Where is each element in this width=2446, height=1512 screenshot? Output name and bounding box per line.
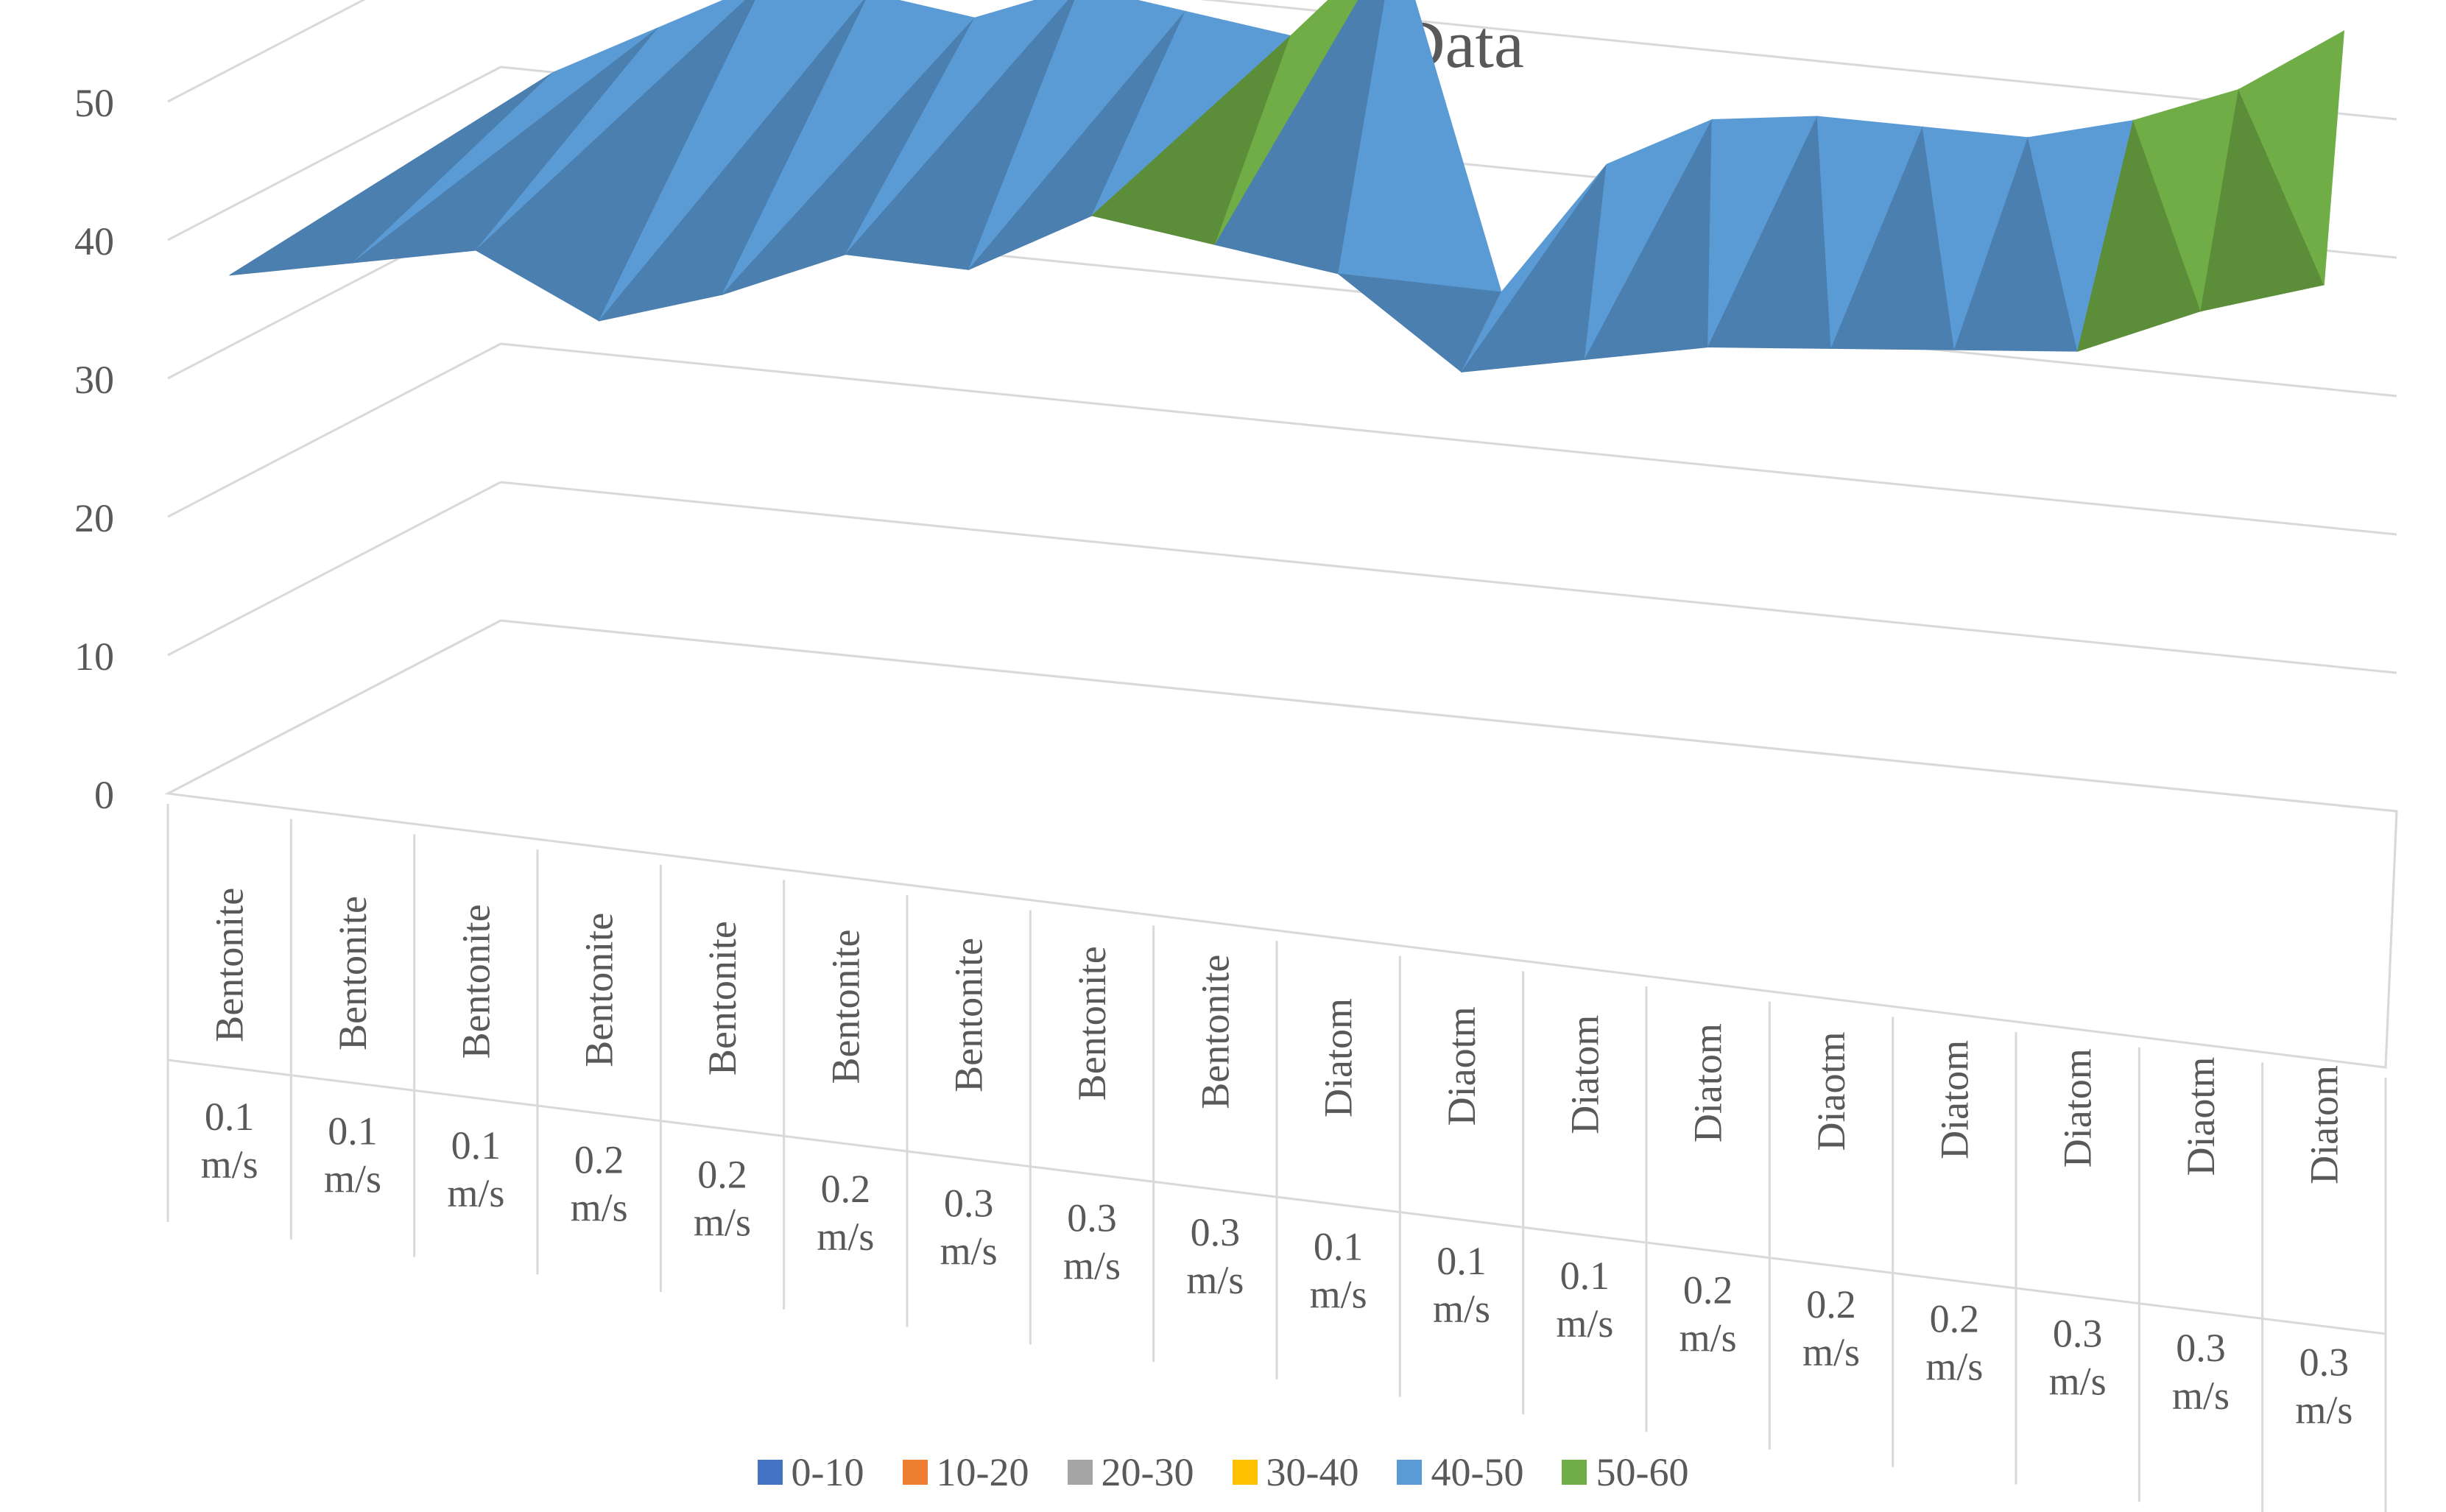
x-tick-speed-unit: m/s (201, 1142, 258, 1187)
x-tick-material: Diatom (2302, 1065, 2346, 1184)
x-tick-material: Bentonite (947, 938, 991, 1092)
x-tick-speed: 0.3 (1191, 1210, 1241, 1254)
x-tick-material: Diatom (1932, 1040, 1976, 1159)
x-tick-material: Diatom (1317, 998, 1361, 1117)
x-tick-speed-unit: m/s (1433, 1287, 1490, 1331)
x-tick-speed-unit: m/s (447, 1171, 504, 1215)
x-tick-speed-unit: m/s (1063, 1243, 1121, 1287)
x-axis-separator (167, 1059, 2386, 1335)
x-tick-speed-unit: m/s (1310, 1273, 1367, 1317)
x-tick-speed: 0.1 (451, 1123, 501, 1167)
x-tick-speed-unit: m/s (1802, 1330, 1860, 1374)
y-tick-label: 40 (74, 219, 114, 264)
x-tick-speed: 0.3 (1067, 1195, 1117, 1240)
x-tick-material: Diatom (2056, 1048, 2100, 1167)
legend-swatch (1067, 1460, 1093, 1485)
legend-label: 50-60 (1596, 1450, 1689, 1494)
surface-facet (2238, 30, 2345, 286)
x-tick-material: Diaotm (1809, 1031, 1853, 1151)
x-tick-material: Diatom (1562, 1015, 1607, 1134)
x-tick-material: Bentonite (823, 930, 867, 1084)
x-tick-speed-unit: m/s (1556, 1301, 1613, 1346)
x-tick-material: Diaotm (1439, 1006, 1484, 1126)
gridline-left-wall (167, 481, 501, 657)
x-tick-speed: 0.3 (2176, 1326, 2226, 1370)
legend-swatch (1397, 1460, 1423, 1485)
legend-swatch (1232, 1460, 1258, 1485)
x-tick-speed: 0.1 (205, 1095, 255, 1139)
x-tick-material: Bentonite (577, 913, 621, 1067)
x-tick-speed-unit: m/s (2049, 1359, 2107, 1403)
gridline-left-wall (167, 342, 501, 518)
legend-label: 10-20 (936, 1450, 1029, 1494)
x-tick-speed-unit: m/s (324, 1156, 381, 1201)
gridline-back-wall (500, 481, 2397, 674)
legend-entry: 40-50 (1397, 1449, 1523, 1495)
x-tick-speed: 0.3 (944, 1181, 994, 1226)
y-tick-label: 50 (74, 81, 114, 125)
x-tick-speed: 0.1 (1437, 1239, 1487, 1283)
x-tick-speed: 0.3 (2053, 1311, 2103, 1355)
legend-label: 30-40 (1266, 1450, 1359, 1494)
right-edge (2384, 810, 2398, 1068)
gridline-left-wall (167, 66, 501, 241)
x-tick-speed-unit: m/s (817, 1215, 874, 1259)
x-tick-material: Bentonite (208, 888, 252, 1042)
x-tick-material: Bentonite (1193, 955, 1237, 1109)
floor-outline (164, 619, 2398, 1069)
legend-swatch (1562, 1460, 1587, 1485)
legend-entry: 0-10 (757, 1449, 864, 1495)
x-tick-speed: 0.2 (1683, 1268, 1733, 1312)
x-axis: Bentonite0.1m/sBentonite0.1m/sBentonite0… (166, 804, 2387, 1512)
x-tick-material: Bentonite (331, 896, 375, 1050)
x-tick-speed: 0.2 (1930, 1297, 1980, 1341)
legend-entry: 10-20 (902, 1449, 1029, 1495)
legend: 0-10 10-20 20-30 30-40 40-50 50-60 (0, 1443, 2446, 1502)
x-tick-speed-unit: m/s (2172, 1374, 2230, 1418)
y-tick-label: 30 (74, 358, 114, 402)
x-tick-speed: 0.1 (328, 1109, 378, 1153)
y-axis-ticks: 0102030405060 (74, 81, 114, 817)
x-tick-speed-unit: m/s (1680, 1315, 1737, 1360)
y-tick-label: 10 (74, 635, 114, 679)
x-tick-material: Bentonite (1070, 946, 1114, 1101)
x-tick-speed: 0.1 (1560, 1254, 1610, 1298)
x-tick-speed: 0.2 (821, 1167, 871, 1211)
y-tick-label: 20 (74, 496, 114, 540)
x-tick-speed-unit: m/s (694, 1200, 751, 1244)
gridline-back-wall (500, 342, 2397, 536)
x-tick-speed: 0.2 (1806, 1282, 1856, 1326)
x-tick-material: Bentonite (454, 904, 498, 1059)
gridline-left-wall (167, 0, 366, 103)
x-tick-material: Diatom (1686, 1023, 1730, 1142)
x-tick-speed: 0.2 (697, 1152, 747, 1196)
x-tick-speed-unit: m/s (1925, 1345, 1983, 1389)
gridline-back-wall (1199, 0, 2397, 121)
legend-swatch (902, 1460, 928, 1485)
x-tick-speed-unit: m/s (940, 1229, 998, 1273)
x-tick-material: Bentonite (700, 921, 744, 1075)
x-tick-speed-unit: m/s (2295, 1388, 2352, 1432)
x-tick-speed: 0.2 (574, 1138, 624, 1182)
legend-entry: 20-30 (1067, 1449, 1194, 1495)
legend-label: 40-50 (1431, 1450, 1524, 1494)
y-tick-label: 0 (94, 773, 114, 817)
legend-label: 20-30 (1101, 1450, 1194, 1494)
legend-entry: 30-40 (1232, 1449, 1359, 1495)
x-tick-speed: 0.3 (2299, 1340, 2350, 1385)
x-tick-speed-unit: m/s (571, 1186, 628, 1230)
x-tick-material: Diaotm (2179, 1057, 2223, 1176)
legend-entry: 50-60 (1562, 1449, 1688, 1495)
x-tick-speed: 0.1 (1314, 1225, 1364, 1269)
legend-label: 0-10 (791, 1450, 864, 1494)
x-tick-speed-unit: m/s (1186, 1258, 1244, 1302)
surface (229, 0, 2345, 373)
legend-swatch (757, 1460, 783, 1485)
